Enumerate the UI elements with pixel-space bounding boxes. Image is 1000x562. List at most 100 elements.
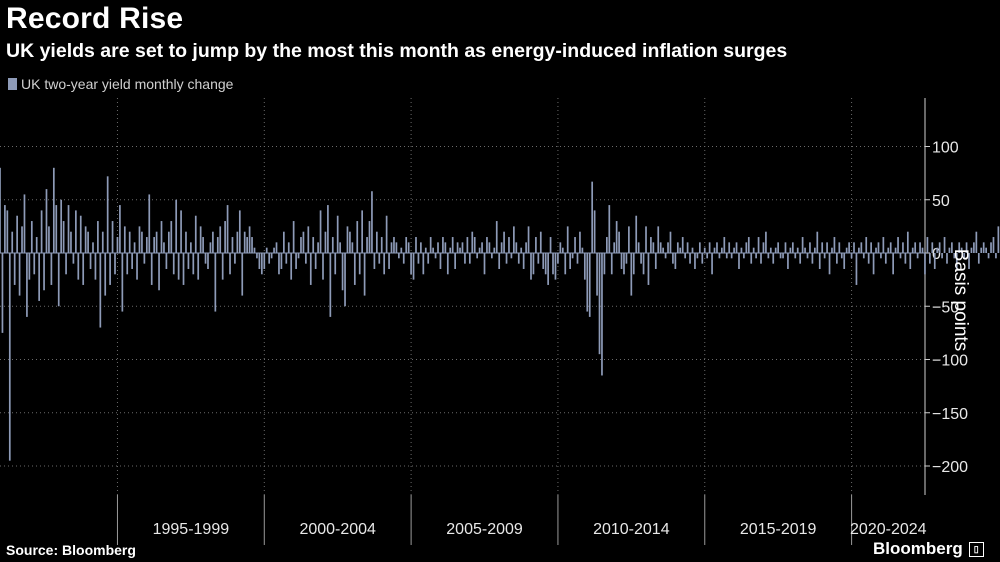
bar (713, 247, 716, 253)
bar (226, 205, 229, 253)
bar (72, 253, 75, 264)
bar (312, 237, 315, 253)
bar (755, 253, 757, 259)
bar (968, 253, 970, 269)
bar (581, 247, 584, 253)
bar (258, 253, 261, 269)
bar (412, 253, 415, 280)
bar (701, 253, 704, 264)
bar (757, 237, 760, 253)
bar (547, 253, 549, 285)
bar (427, 253, 430, 264)
bar (280, 253, 283, 269)
bar (860, 242, 863, 253)
bar (300, 237, 302, 253)
bar (483, 253, 486, 275)
bar (358, 253, 361, 275)
bar (579, 231, 581, 253)
bar (199, 226, 202, 254)
bar (691, 247, 694, 253)
bar (209, 242, 212, 253)
bar (145, 237, 148, 253)
y-axis-title-text: Basis points (950, 248, 971, 352)
bar (539, 231, 542, 253)
bar (559, 242, 562, 253)
bar (853, 242, 855, 253)
bar (219, 226, 222, 254)
bar (493, 247, 496, 253)
bar (902, 242, 904, 253)
bar (544, 253, 547, 275)
bar (914, 242, 917, 253)
bar (155, 231, 158, 253)
bar (520, 247, 523, 253)
bar (615, 221, 618, 253)
bar (163, 242, 165, 253)
bar (926, 237, 929, 253)
bar (530, 253, 532, 280)
bar (234, 253, 236, 264)
bar (23, 194, 26, 253)
bar (35, 237, 38, 253)
bar (650, 237, 652, 253)
bar (889, 242, 892, 253)
bar (212, 231, 214, 253)
bar (970, 247, 973, 253)
bar (194, 215, 197, 253)
y-tick-label: −150 (932, 406, 968, 423)
bar (542, 253, 545, 269)
bar (696, 253, 699, 259)
y-tick-label: 0 (932, 246, 941, 263)
bar (4, 205, 6, 253)
bar (938, 242, 941, 253)
bar (400, 247, 403, 253)
bar (816, 231, 819, 253)
bar (645, 226, 647, 254)
bar (904, 253, 907, 264)
bar (471, 231, 474, 253)
bar (752, 247, 755, 253)
bar (992, 237, 995, 253)
bar (50, 253, 53, 285)
bar (500, 242, 503, 253)
bar (601, 253, 603, 376)
bar (870, 242, 872, 253)
bar (0, 167, 1, 253)
bar (241, 253, 244, 296)
bar (593, 210, 596, 253)
bar (845, 247, 848, 253)
bar (366, 237, 368, 253)
bar (569, 253, 571, 269)
bar (838, 242, 841, 253)
bar (346, 226, 349, 254)
bar (522, 253, 525, 269)
bar (16, 215, 18, 253)
bar (285, 253, 288, 264)
legend-swatch (8, 78, 17, 90)
bar (610, 253, 613, 275)
bar (862, 253, 865, 259)
y-tick-label: −100 (932, 353, 968, 370)
bar (799, 253, 802, 264)
bar (393, 237, 395, 253)
bar (410, 253, 412, 275)
bar (187, 253, 190, 269)
bar (236, 231, 239, 253)
bar (8, 253, 11, 461)
bar (586, 253, 589, 312)
bar (659, 242, 662, 253)
bar (361, 210, 363, 253)
bar (180, 210, 182, 253)
x-period-label: 2010-2014 (593, 521, 670, 538)
bar (48, 226, 50, 254)
bar (894, 247, 897, 253)
bar (738, 253, 740, 269)
bar (368, 221, 371, 253)
bar (43, 253, 45, 291)
bar (488, 242, 491, 253)
bar (202, 237, 204, 253)
bar (451, 237, 454, 253)
bar (684, 253, 687, 259)
bar (314, 253, 317, 269)
bar (716, 242, 718, 253)
